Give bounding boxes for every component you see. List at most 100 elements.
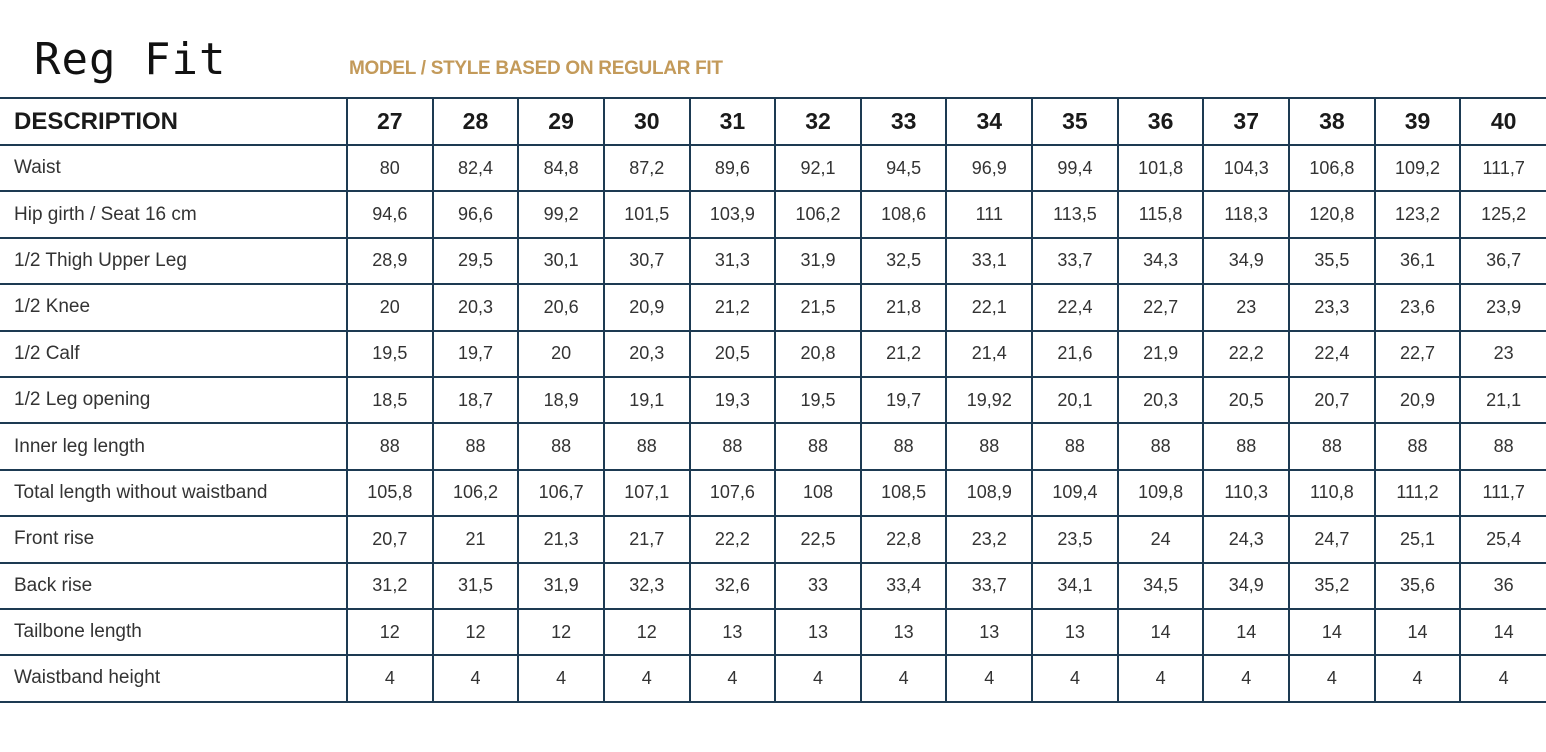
cell-value: 101,8 (1116, 143, 1205, 193)
size-header: 36 (1116, 97, 1205, 146)
cell-value: 111,2 (1373, 468, 1462, 518)
cell-value: 108,6 (859, 190, 948, 239)
row-label: 1/2 Thigh Upper Leg (0, 236, 348, 286)
cell-value: 23 (1202, 283, 1291, 332)
cell-value: 25,1 (1373, 515, 1462, 564)
cell-value: 88 (774, 422, 862, 471)
cell-value: 18,5 (346, 375, 434, 425)
row-label: Waistband height (0, 654, 348, 703)
row-label: 1/2 Leg opening (0, 375, 348, 425)
cell-value: 19,3 (688, 375, 777, 425)
size-header: 29 (517, 97, 605, 146)
row-label: 1/2 Knee (0, 283, 348, 332)
row-label: Back rise (0, 561, 348, 610)
cell-value: 96,9 (945, 143, 1034, 193)
cell-value: 19,92 (945, 375, 1034, 425)
cell-value: 21,2 (859, 329, 948, 378)
size-header: 27 (346, 97, 434, 146)
cell-value: 35,2 (1288, 561, 1376, 610)
cell-value: 31,2 (346, 561, 434, 610)
cell-value: 19,5 (774, 375, 862, 425)
cell-value: 4 (1459, 654, 1546, 703)
cell-value: 23,2 (945, 515, 1034, 564)
cell-value: 101,5 (602, 190, 691, 239)
cell-value: 104,3 (1202, 143, 1291, 193)
cell-value: 18,7 (431, 375, 520, 425)
cell-value: 12 (602, 607, 691, 657)
table-row: Back rise 31,2 31,5 31,9 32,3 32,6 33 33,4 33,7 3… (0, 561, 1546, 610)
cell-value: 34,3 (1116, 236, 1205, 286)
cell-value: 111 (945, 190, 1034, 239)
cell-value: 31,3 (688, 236, 777, 286)
cell-value: 22,7 (1116, 283, 1205, 332)
cell-value: 106,2 (774, 190, 862, 239)
cell-value: 21,3 (517, 515, 605, 564)
cell-value: 33 (774, 561, 862, 610)
cell-value: 13 (859, 607, 948, 657)
cell-value: 22,1 (945, 283, 1034, 332)
row-label: Total length without waistband (0, 468, 348, 518)
cell-value: 35,6 (1373, 561, 1462, 610)
cell-value: 19,7 (859, 375, 948, 425)
cell-value: 20,3 (431, 283, 520, 332)
cell-value: 22,7 (1373, 329, 1462, 378)
cell-value: 4 (859, 654, 948, 703)
cell-value: 89,6 (688, 143, 777, 193)
cell-value: 125,2 (1459, 190, 1546, 239)
cell-value: 12 (517, 607, 605, 657)
table-row: Hip girth / Seat 16 cm 94,6 96,6 99,2 101,5 1… (0, 190, 1546, 239)
cell-value: 20,3 (1116, 375, 1205, 425)
size-chart-table: DESCRIPTION 27 28 29 30 31 32 33 34 35 36 37 38 39 40… (0, 97, 1546, 703)
cell-value: 14 (1116, 607, 1205, 657)
cell-value: 19,7 (431, 329, 520, 378)
cell-value: 24,7 (1288, 515, 1376, 564)
cell-value: 88 (859, 422, 948, 471)
page-title: Reg Fit (34, 34, 227, 85)
cell-value: 106,2 (431, 468, 520, 518)
cell-value: 33,7 (1031, 236, 1119, 286)
cell-value: 24 (1116, 515, 1205, 564)
cell-value: 20,1 (1031, 375, 1119, 425)
cell-value: 4 (1202, 654, 1291, 703)
cell-value: 94,5 (859, 143, 948, 193)
cell-value: 20,9 (1373, 375, 1462, 425)
cell-value: 22,2 (1202, 329, 1291, 378)
cell-value: 20,7 (346, 515, 434, 564)
cell-value: 115,8 (1116, 190, 1205, 239)
cell-value: 88 (1031, 422, 1119, 471)
cell-value: 22,8 (859, 515, 948, 564)
cell-value: 123,2 (1373, 190, 1462, 239)
cell-value: 20 (346, 283, 434, 332)
cell-value: 21,1 (1459, 375, 1546, 425)
size-header: 34 (945, 97, 1034, 146)
cell-value: 20,6 (517, 283, 605, 332)
cell-value: 21,9 (1116, 329, 1205, 378)
cell-value: 21,2 (688, 283, 777, 332)
size-header: 40 (1459, 97, 1546, 146)
cell-value: 31,5 (431, 561, 520, 610)
cell-value: 35,5 (1288, 236, 1376, 286)
cell-value: 34,9 (1202, 561, 1291, 610)
cell-value: 34,5 (1116, 561, 1205, 610)
table-row: 1/2 Leg opening 18,5 18,7 18,9 19,1 19,3 19,5 1… (0, 375, 1546, 425)
cell-value: 82,4 (431, 143, 520, 193)
cell-value: 19,1 (602, 375, 691, 425)
description-header: DESCRIPTION (0, 97, 348, 146)
cell-value: 88 (1459, 422, 1546, 471)
row-label: Tailbone length (0, 607, 348, 657)
cell-value: 14 (1288, 607, 1376, 657)
cell-value: 113,5 (1031, 190, 1119, 239)
cell-value: 88 (1202, 422, 1291, 471)
cell-value: 23,9 (1459, 283, 1546, 332)
cell-value: 14 (1459, 607, 1546, 657)
cell-value: 4 (1031, 654, 1119, 703)
cell-value: 36 (1459, 561, 1546, 610)
cell-value: 22,2 (688, 515, 777, 564)
cell-value: 13 (774, 607, 862, 657)
cell-value: 94,6 (346, 190, 434, 239)
cell-value: 4 (688, 654, 777, 703)
cell-value: 33,7 (945, 561, 1034, 610)
header-row: DESCRIPTION 27 28 29 30 31 32 33 34 35 36 37 38 39 40 (0, 97, 1546, 146)
cell-value: 88 (517, 422, 605, 471)
cell-value: 23,5 (1031, 515, 1119, 564)
